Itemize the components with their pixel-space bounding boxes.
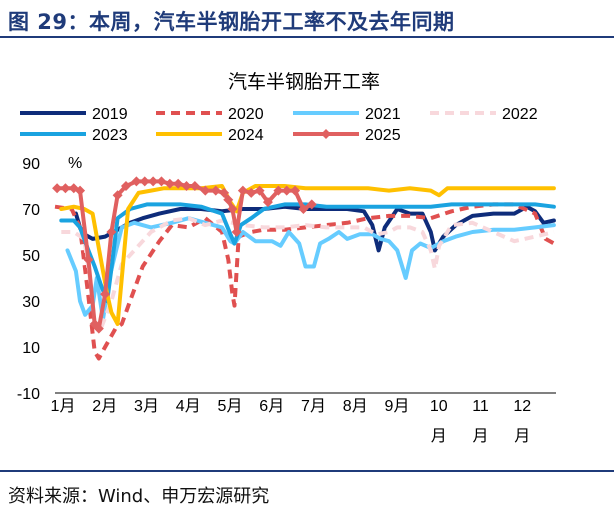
data-point-2025 — [131, 176, 142, 187]
footer-divider — [0, 470, 614, 472]
data-point-2025 — [148, 176, 159, 187]
data-point-2025 — [246, 187, 257, 198]
data-point-2025 — [219, 187, 230, 198]
x-tick-label: 12 — [513, 398, 531, 415]
data-point-2025 — [237, 185, 248, 196]
series-line-2019 — [73, 204, 556, 253]
y-axis-label: % — [68, 155, 82, 172]
legend-label: 2025 — [365, 127, 401, 144]
x-tick-label: 6月 — [259, 398, 284, 415]
y-tick-label: 50 — [22, 248, 40, 265]
x-tick-label: 7月 — [301, 398, 326, 415]
series-line-2022 — [61, 216, 555, 331]
data-point-2025 — [52, 183, 63, 194]
x-tick-label: 4月 — [176, 398, 201, 415]
data-point-2025 — [173, 178, 184, 189]
y-axis: -10 10 30 50 70 90 — [17, 156, 40, 403]
legend-marker-2025 — [321, 129, 331, 139]
legend-label: 2023 — [92, 127, 128, 144]
x-tick-label: 9月 — [385, 398, 410, 415]
chart-title: 汽车半钢胎开工率 — [228, 71, 380, 93]
y-tick-label: 70 — [22, 202, 40, 219]
x-axis: 1月 2月 3月 4月 5月 6月 7月 8月 9月 10 月 11 月 12 月 — [51, 392, 556, 445]
x-tick-label-line2: 月 — [431, 428, 447, 445]
x-tick-label-line2: 月 — [514, 428, 530, 445]
x-tick-label: 1月 — [51, 398, 76, 415]
legend: 2019 2020 2021 2022 2023 2024 2025 — [20, 106, 538, 144]
data-point-2025 — [75, 185, 86, 196]
x-tick-label-line2: 月 — [472, 428, 488, 445]
data-point-2025 — [106, 227, 117, 237]
legend-label: 2022 — [502, 106, 538, 123]
legend-label: 2019 — [92, 106, 128, 123]
data-point-2025 — [164, 178, 175, 189]
data-point-2025 — [306, 199, 317, 210]
y-tick-label: -10 — [17, 386, 40, 403]
data-point-2025 — [273, 185, 284, 196]
x-tick-label: 8月 — [343, 398, 368, 415]
data-point-2025 — [290, 185, 301, 196]
x-tick-label: 10 — [430, 398, 448, 415]
data-point-2025 — [139, 176, 150, 187]
legend-label: 2020 — [228, 106, 264, 123]
data-point-2025 — [120, 181, 131, 191]
x-tick-label: 11 — [472, 398, 489, 415]
x-tick-label: 5月 — [218, 398, 243, 415]
legend-label: 2024 — [228, 127, 264, 144]
data-point-2025 — [227, 204, 238, 214]
data-point-2025 — [93, 323, 104, 334]
plot-area — [52, 176, 556, 361]
y-tick-label: 10 — [22, 340, 40, 357]
y-tick-label: 30 — [22, 294, 40, 311]
series-line-2024 — [59, 184, 556, 326]
title-divider — [0, 36, 614, 38]
data-point-2025 — [112, 190, 123, 201]
figure-title: 图 29：本周，汽车半钢胎开工率不及去年同期 — [8, 10, 455, 34]
data-point-2025 — [223, 194, 234, 205]
data-point-2025 — [231, 227, 242, 237]
data-point-2025 — [60, 183, 71, 194]
x-tick-label: 3月 — [134, 398, 159, 415]
data-point-2025 — [254, 185, 265, 196]
data-point-2025 — [200, 185, 211, 196]
data-point-2025 — [189, 181, 200, 191]
data-point-2025 — [210, 185, 221, 196]
x-tick-label: 2月 — [92, 398, 117, 415]
data-point-2025 — [100, 289, 111, 300]
data-point-2025 — [83, 254, 94, 265]
data-point-2025 — [281, 185, 292, 196]
y-tick-label: 90 — [22, 156, 40, 173]
data-point-2025 — [298, 204, 309, 214]
source-note: 资料来源：Wind、申万宏源研究 — [8, 486, 270, 507]
data-point-2025 — [156, 176, 167, 187]
series-line-2020 — [54, 202, 555, 361]
legend-label: 2021 — [365, 106, 401, 123]
data-point-2025 — [262, 197, 273, 208]
data-point-2025 — [181, 181, 192, 191]
